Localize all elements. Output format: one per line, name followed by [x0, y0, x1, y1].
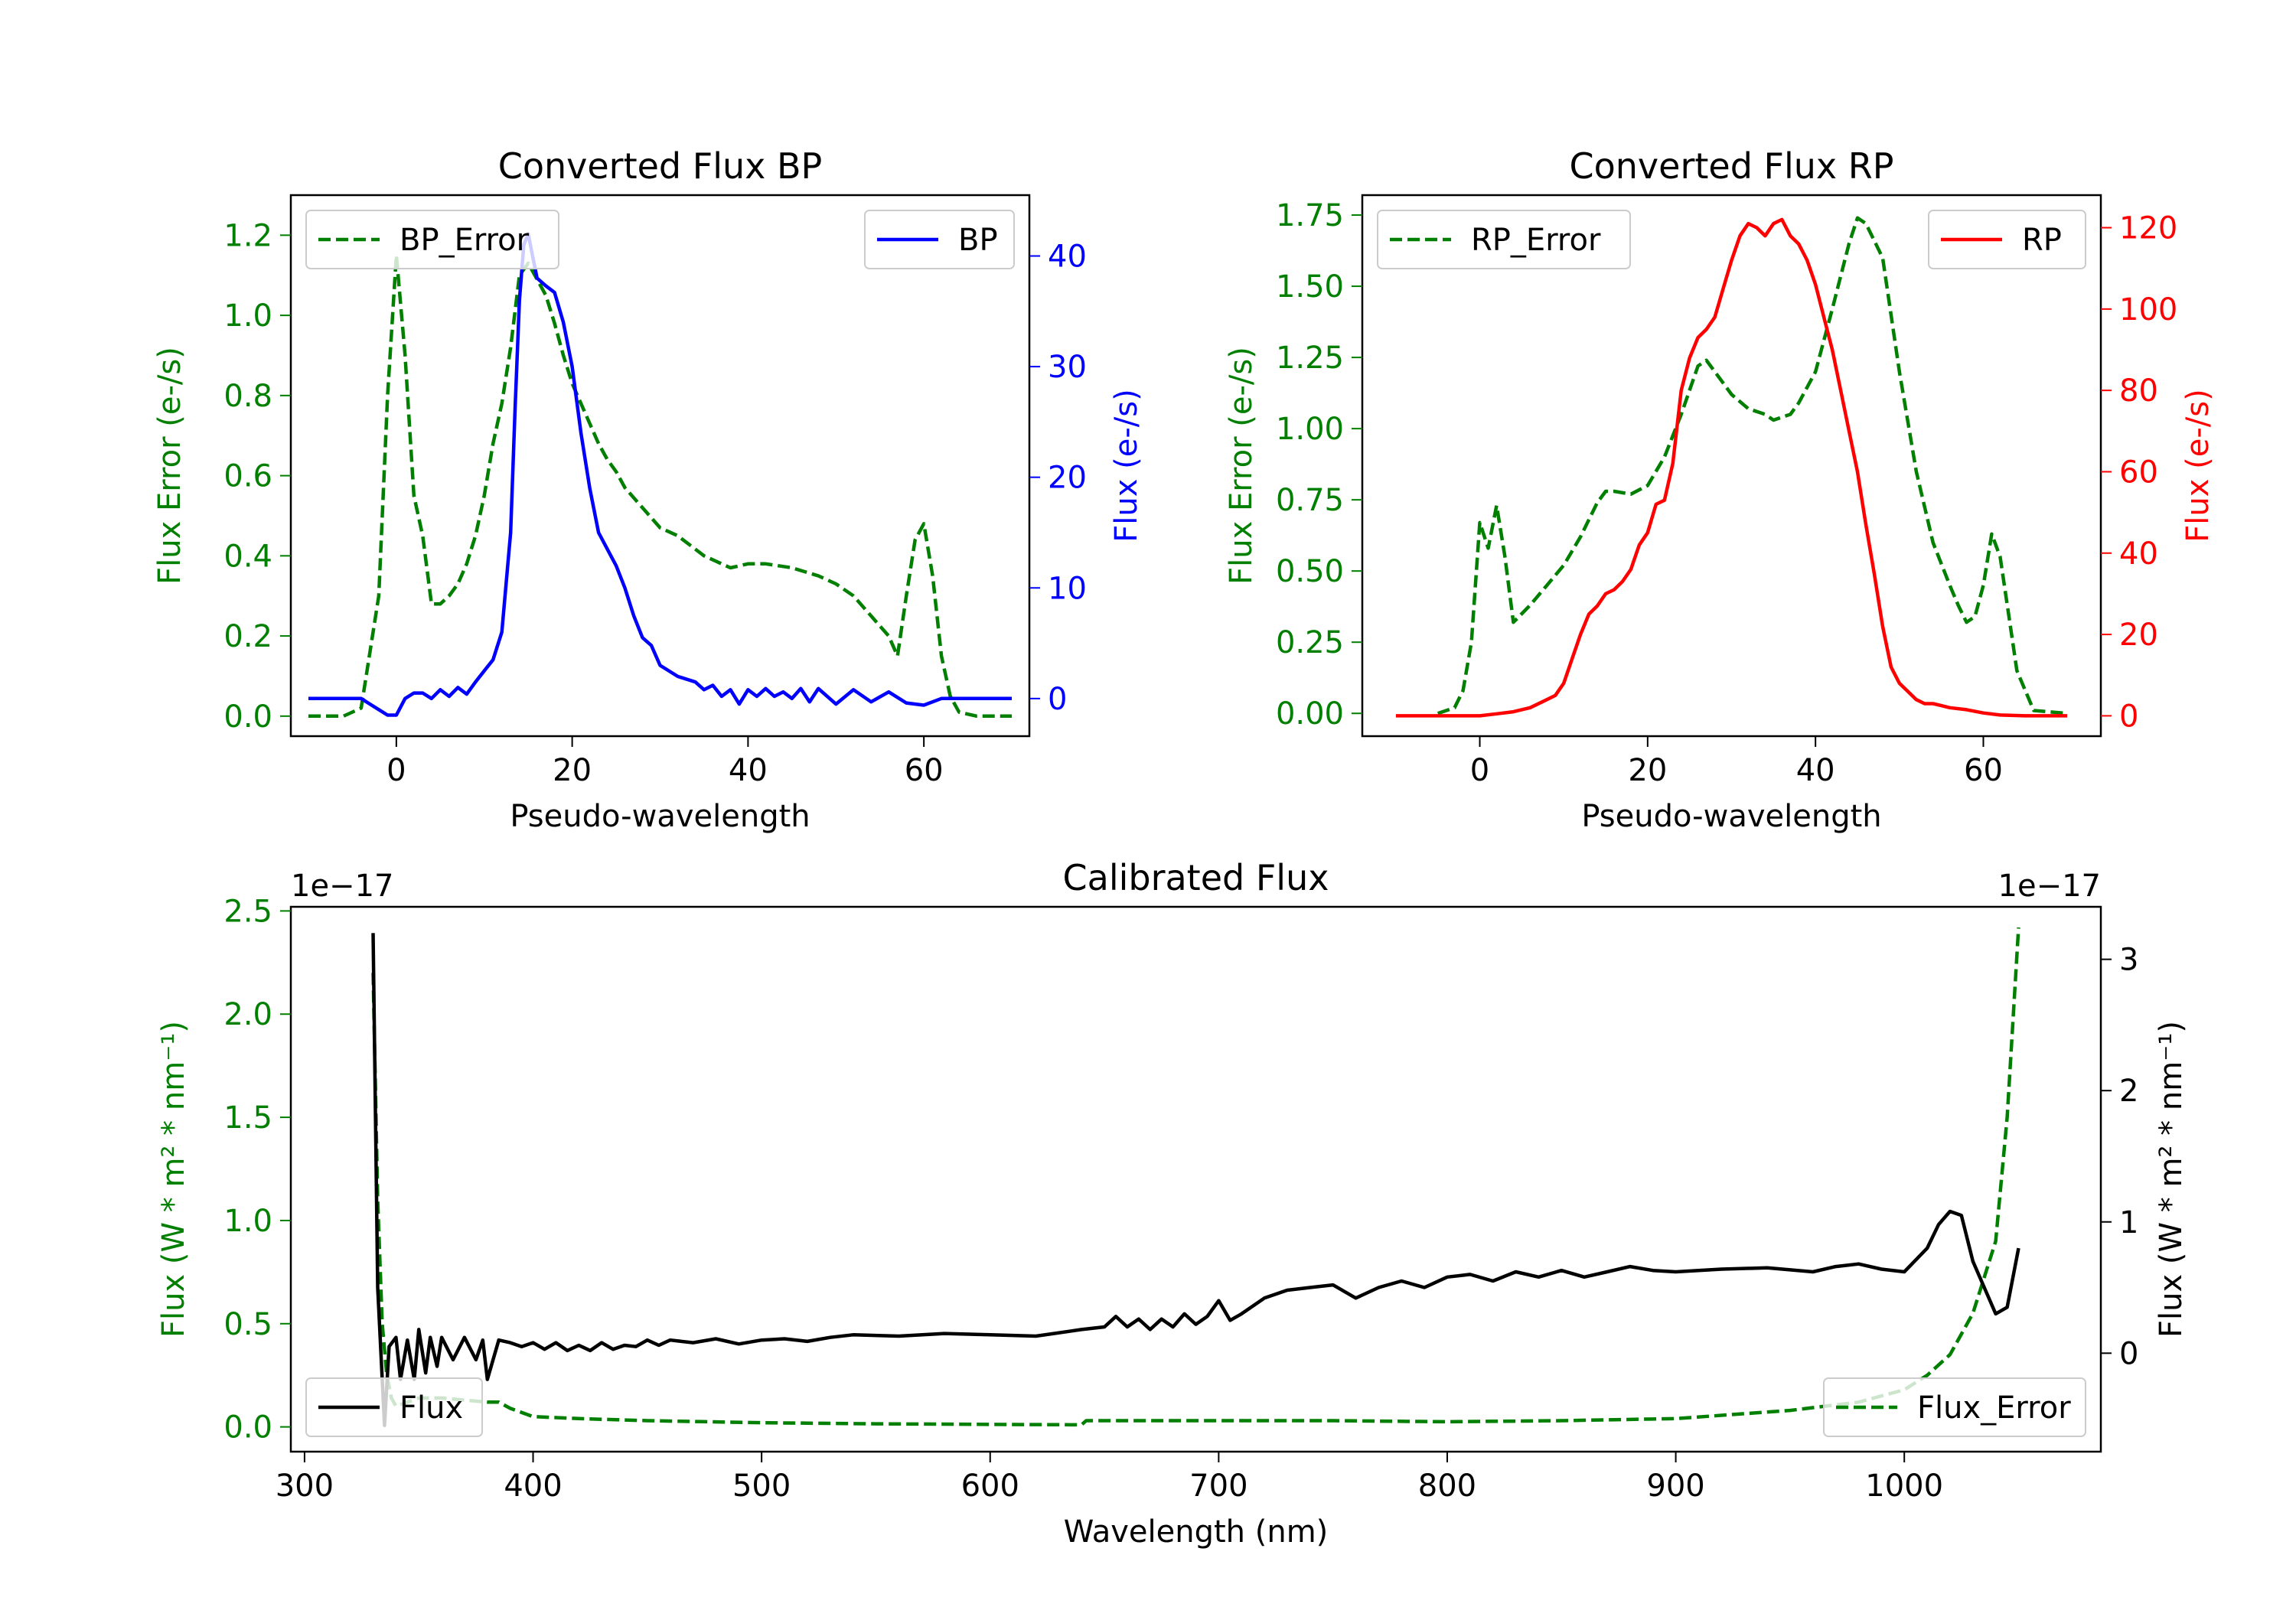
- y-right-tick-label: 40: [2119, 536, 2158, 572]
- x-axis-label: Pseudo-wavelength: [510, 799, 810, 834]
- y-left-tick-label: 0.4: [223, 539, 272, 574]
- legend-box: [305, 210, 559, 269]
- offset-right-label: 1e−17: [1998, 869, 2101, 904]
- chart-title: Calibrated Flux: [1063, 857, 1329, 898]
- y-left-tick-label: 1.2: [223, 218, 272, 253]
- legend-left: BP_Error: [305, 210, 559, 269]
- y-right-tick-label: 3: [2119, 943, 2138, 978]
- y-right-tick-label: 0: [2119, 1336, 2138, 1371]
- x-axis-label: Pseudo-wavelength: [1581, 799, 1881, 834]
- x-tick-label: 20: [553, 753, 592, 788]
- y-right-tick-label: 0: [1048, 682, 1067, 717]
- series-bp-error-line: [308, 253, 1012, 719]
- y-left-tick-label: 0.00: [1276, 696, 1344, 732]
- legend-left: Flux: [305, 1377, 483, 1437]
- series-flux-line: [371, 933, 2020, 1427]
- y-left-tick-label: 0.25: [1276, 625, 1344, 660]
- legend-box: [1377, 210, 1631, 269]
- y-right-tick-label: 20: [1048, 461, 1087, 496]
- series-rp-line: [1395, 217, 2068, 718]
- plot-frame: [289, 905, 2102, 1453]
- legend-box: [864, 210, 1015, 269]
- legend-box: [305, 1377, 483, 1437]
- legend-label: RP_Error: [1471, 223, 1601, 258]
- legend-left: RP_Error: [1377, 210, 1631, 269]
- x-tick-label: 60: [1964, 753, 2003, 788]
- y-right-axis-label: Flux (W * m² * nm⁻¹): [2154, 1021, 2189, 1338]
- legend-right: Flux_Error: [1823, 1377, 2086, 1437]
- y-right-tick-label: 100: [2119, 292, 2177, 328]
- series-rp-error-line: [1437, 216, 2068, 715]
- y-right-tick-label: 1: [2119, 1205, 2138, 1240]
- y-left-tick-label: 0.0: [223, 1410, 272, 1446]
- offset-left-label: 1e−17: [291, 869, 393, 904]
- legend-label: BP_Error: [400, 223, 530, 258]
- legend-label: BP: [958, 223, 998, 258]
- x-tick-label: 600: [961, 1468, 1019, 1504]
- x-tick-label: 0: [1470, 753, 1489, 788]
- y-right-tick-label: 0: [2119, 699, 2138, 734]
- y-left-tick-label: 0.0: [223, 699, 272, 735]
- legend-box: [1928, 210, 2086, 269]
- y-left-tick-label: 1.00: [1276, 412, 1344, 447]
- chart-cal: 300 400 500 600 700 800 900 1000 0.0 0.5 1.0 1.5 2.0…: [156, 857, 2189, 1550]
- y-right-tick-label: 60: [2119, 455, 2158, 490]
- y-left-tick-label: 1.25: [1276, 341, 1344, 376]
- x-tick-label: 40: [729, 753, 768, 788]
- y-right-tick-label: 2: [2119, 1074, 2138, 1109]
- y-left-tick-label: 0.5: [223, 1307, 272, 1342]
- chart-title: Converted Flux BP: [498, 145, 823, 187]
- legend-label: Flux: [400, 1390, 463, 1426]
- chart-rp: 0 20 40 60 0.00 0.25 0.50 0.75 1.00 1.25 1.50 1.75 0…: [1224, 145, 2216, 834]
- plot-frame: [289, 194, 1031, 738]
- legend-right: RP: [1928, 210, 2086, 269]
- chart-title: Converted Flux RP: [1570, 145, 1894, 187]
- series-flux-error-line: [371, 927, 2020, 1427]
- legend-label: RP: [2022, 223, 2062, 258]
- y-right-tick-label: 20: [2119, 618, 2158, 653]
- x-tick-label: 800: [1418, 1468, 1476, 1504]
- y-left-axis-label: Flux Error (e-/s): [1224, 347, 1259, 585]
- x-tick-label: 0: [386, 753, 406, 788]
- y-right-tick-label: 40: [1048, 240, 1087, 275]
- x-tick-label: 1000: [1865, 1468, 1943, 1504]
- legend-label: Flux_Error: [1917, 1390, 2071, 1426]
- x-tick-label: 700: [1189, 1468, 1247, 1504]
- x-tick-label: 300: [276, 1468, 334, 1504]
- y-left-tick-label: 2.5: [223, 894, 272, 929]
- y-left-tick-label: 1.5: [223, 1100, 272, 1136]
- y-right-tick-label: 80: [2119, 373, 2158, 409]
- y-left-tick-label: 1.50: [1276, 269, 1344, 305]
- legend-box: [1823, 1377, 2086, 1437]
- x-tick-label: 900: [1646, 1468, 1704, 1504]
- x-tick-label: 40: [1796, 753, 1835, 788]
- y-right-tick-label: 120: [2119, 211, 2177, 246]
- y-right-axis-label: Flux (e-/s): [1109, 389, 1144, 542]
- x-tick-label: 500: [732, 1468, 791, 1504]
- y-left-tick-label: 1.0: [223, 298, 272, 334]
- y-left-tick-label: 1.75: [1276, 198, 1344, 233]
- y-left-tick-label: 2.0: [223, 997, 272, 1032]
- x-tick-label: 60: [905, 753, 944, 788]
- legend-right: BP: [864, 210, 1015, 269]
- series-bp-line: [308, 232, 1012, 717]
- y-left-axis-label: Flux (W * m² * nm⁻¹): [156, 1021, 191, 1338]
- chart-bp: 0 20 40 60 0.0 0.2 0.4 0.6 0.8 1.0 1.2 0 10 20 30 40 Con…: [152, 145, 1144, 834]
- plot-frame: [1361, 194, 2102, 738]
- y-left-tick-label: 0.50: [1276, 554, 1344, 589]
- y-left-tick-label: 0.8: [223, 379, 272, 414]
- y-left-tick-label: 1.0: [223, 1204, 272, 1239]
- y-left-tick-label: 0.2: [223, 619, 272, 654]
- y-right-tick-label: 30: [1048, 350, 1087, 385]
- y-right-tick-label: 10: [1048, 571, 1087, 606]
- x-axis-label: Wavelength (nm): [1064, 1514, 1329, 1550]
- y-left-tick-label: 0.75: [1276, 483, 1344, 518]
- x-tick-label: 400: [504, 1468, 562, 1504]
- y-left-axis-label: Flux Error (e-/s): [152, 347, 188, 585]
- y-right-axis-label: Flux (e-/s): [2180, 389, 2216, 542]
- y-left-tick-label: 0.6: [223, 459, 272, 494]
- x-tick-label: 20: [1628, 753, 1667, 788]
